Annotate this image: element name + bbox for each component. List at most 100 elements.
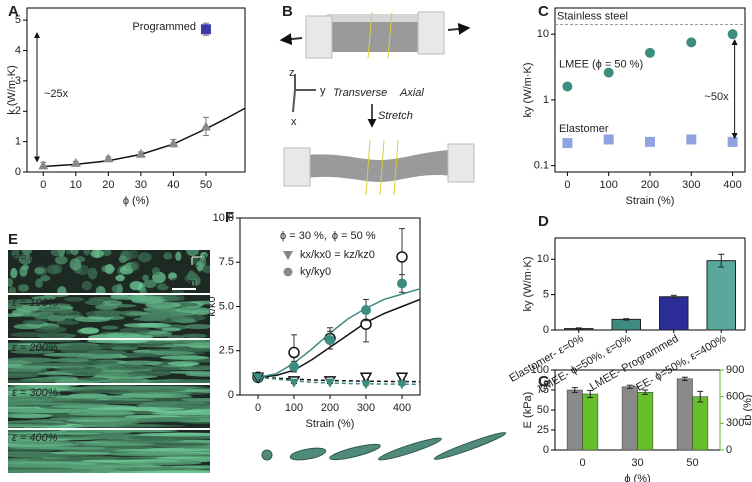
marker: [645, 47, 655, 58]
particle-image: [142, 274, 149, 281]
particle-image: [115, 274, 125, 282]
y2-tick-label: 900: [726, 364, 744, 376]
grip: [305, 15, 333, 59]
x-tick-label: 50: [200, 179, 212, 191]
particle-image: [199, 256, 207, 268]
particle-image: [143, 307, 181, 313]
particle-image: [21, 250, 33, 255]
particle-image: [181, 333, 208, 338]
marker: [562, 81, 573, 92]
y-tick-label: 0: [15, 166, 21, 178]
particle-image: [96, 379, 154, 383]
particle-image: [81, 280, 93, 291]
particle-image: [140, 287, 147, 293]
particle-image: [131, 261, 140, 271]
particle-image: [104, 263, 115, 275]
particle-image: [8, 440, 73, 446]
x-axis-label: ϕ (%): [624, 473, 650, 482]
particle-image: [137, 252, 152, 263]
particle-image: [20, 304, 51, 308]
stretched-specimen: [305, 150, 452, 182]
particle-image: [64, 297, 85, 302]
x-tick-label: 30: [631, 457, 643, 469]
particle-image: [90, 250, 104, 259]
particle: [433, 432, 507, 460]
particle-image: [22, 319, 45, 326]
particle-image: [8, 468, 94, 473]
particle-image: [45, 303, 72, 308]
axis-name: x: [291, 116, 297, 128]
particle-image: [156, 283, 169, 291]
marker: [135, 148, 146, 158]
marker: [361, 305, 371, 316]
y2-axis-label: εb (%): [742, 394, 752, 425]
particle-image: [69, 258, 82, 271]
particle-image: [87, 267, 98, 280]
particle-image: [146, 380, 184, 383]
particle-image: [55, 395, 134, 399]
particle-image: [10, 267, 18, 279]
particle-image: [92, 310, 130, 315]
marker: [288, 346, 300, 359]
y-tick-label: 10: [537, 253, 549, 265]
particle-image: [74, 316, 111, 323]
axis-name: y: [204, 251, 210, 263]
panel-letter: E: [8, 231, 18, 248]
y-tick-label: 0: [543, 444, 549, 456]
particle-image: [8, 368, 44, 372]
bar: [621, 386, 638, 451]
x-tick-label: 0: [579, 457, 585, 469]
axis-arrow: [292, 89, 296, 113]
particle-image: [8, 386, 33, 390]
particle-image: [35, 325, 67, 333]
y-tick-label: 50: [537, 404, 549, 416]
y-tick-label: 2: [15, 105, 21, 117]
y-axis-label: k (W/m·K): [6, 65, 18, 114]
fit-curve: [257, 376, 421, 386]
legend-group: ϕ = 50 %: [332, 230, 376, 242]
marker: [727, 29, 738, 40]
legend-label: ky/ky0: [300, 266, 331, 278]
particle-image: [8, 303, 22, 310]
bar: [637, 391, 654, 451]
annotation: ~25x: [44, 88, 69, 100]
x-tick-label: 200: [641, 179, 659, 191]
particle-image: [57, 286, 67, 293]
particle-image: [188, 345, 210, 349]
particle-image: [181, 398, 210, 402]
marker: [168, 138, 179, 148]
arrow: [447, 22, 471, 35]
particle-image: [111, 467, 204, 471]
particle-image: [184, 324, 210, 330]
x-tick-label: 200: [321, 402, 339, 414]
guide-line: [387, 11, 393, 59]
particle-image: [120, 352, 156, 357]
marker: [325, 378, 335, 388]
x-tick-label: 100: [285, 402, 303, 414]
marker: [103, 153, 114, 163]
particle-image: [136, 417, 201, 422]
particle-image: [54, 380, 96, 383]
particle-image: [109, 386, 198, 389]
bar: [706, 260, 736, 331]
particle-image: [64, 456, 152, 459]
particle-image: [11, 250, 20, 260]
particle-image: [35, 278, 43, 288]
particle-image: [171, 289, 185, 293]
marker: [289, 361, 299, 372]
series-label: Elastomer: [559, 123, 609, 135]
particle-image: [105, 452, 203, 457]
x-axis-label: ϕ (%): [123, 195, 149, 207]
particle-image: [8, 373, 39, 378]
y-tick-label: 1: [543, 94, 549, 106]
x-tick-label: 0: [255, 402, 261, 414]
particle-image: [10, 350, 56, 354]
grip: [283, 147, 311, 187]
micrograph-texture: [8, 430, 210, 473]
particle-image: [174, 318, 197, 324]
particle-image: [100, 439, 186, 442]
y-tick-label: 3: [15, 75, 21, 87]
particle-image: [36, 372, 74, 376]
particle-image: [80, 327, 100, 334]
particle-image: [69, 417, 151, 421]
